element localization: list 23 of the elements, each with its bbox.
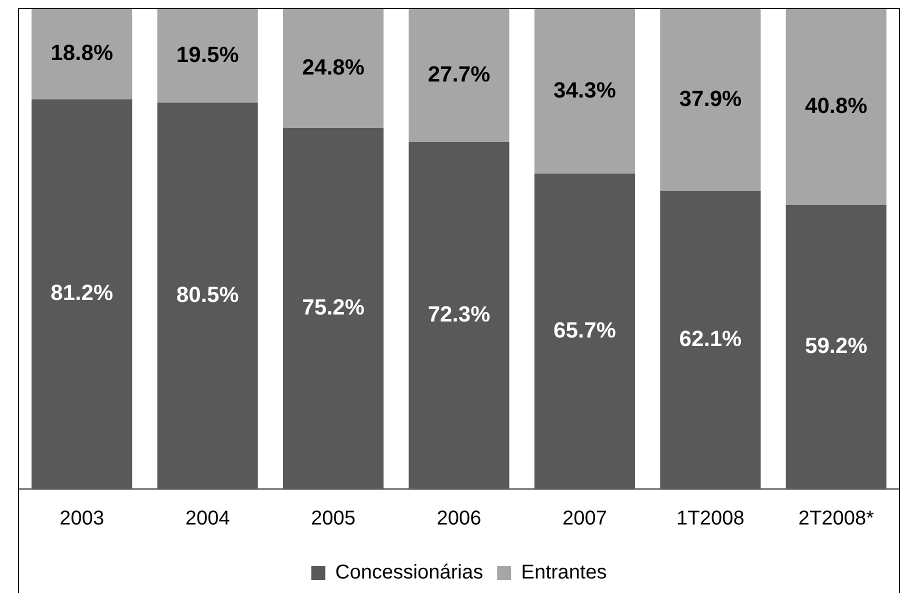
data-label: 75.2% [302, 294, 364, 320]
x-tick-label: 2004 [185, 508, 230, 530]
data-label: 37.9% [679, 86, 742, 112]
x-tick-label: 1T2008 [676, 508, 744, 530]
x-tick-label: 2006 [436, 508, 482, 530]
legend-label: Concessionárias [335, 562, 484, 584]
data-label: 59.2% [804, 332, 868, 358]
data-label: 34.3% [554, 77, 616, 102]
data-label: 24.8% [302, 54, 364, 80]
x-tick-label: 2007 [562, 508, 607, 530]
x-tick-label: 2003 [60, 508, 104, 530]
data-label: 40.8% [804, 92, 868, 118]
data-label: 81.2% [50, 280, 114, 306]
data-label: 18.8% [50, 40, 114, 66]
data-label: 65.7% [554, 317, 616, 342]
data-label: 19.5% [176, 42, 239, 67]
x-tick-label: 2T2008* [798, 508, 874, 530]
legend-label: Entrantes [521, 562, 607, 584]
data-label: 62.1% [679, 326, 742, 352]
data-label: 72.3% [428, 302, 490, 327]
data-label: 27.7% [428, 62, 490, 87]
data-label: 80.5% [176, 282, 239, 307]
x-tick-label: 2005 [311, 508, 356, 530]
